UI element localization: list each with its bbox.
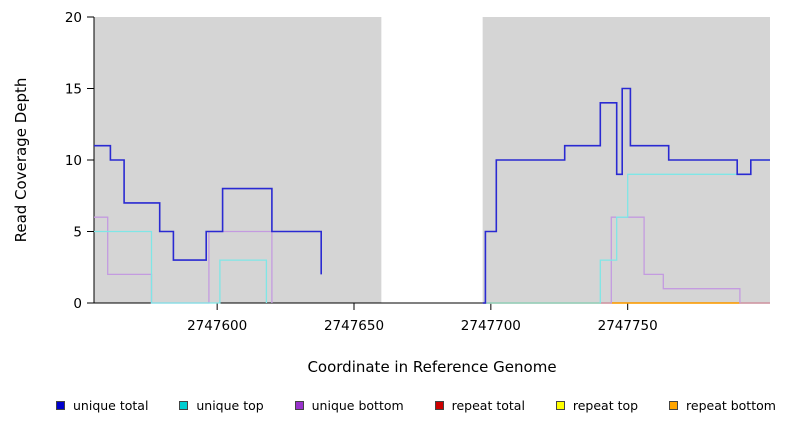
x-tick-label: 2747650 bbox=[324, 318, 384, 334]
legend-swatch-repeat-bottom bbox=[669, 401, 679, 410]
legend-item-unique-total: unique total bbox=[56, 398, 148, 413]
y-tick-label: 0 bbox=[73, 296, 82, 312]
y-tick-label: 15 bbox=[65, 82, 82, 98]
legend-swatch-repeat-total bbox=[434, 401, 444, 410]
legend-label: unique total bbox=[73, 398, 149, 413]
legend-swatch-unique-total bbox=[56, 401, 65, 410]
chart-canvas: 2747600 2747650 2747700 2747750 0 5 10 15 20 bbox=[65, 10, 770, 334]
y-axis-label: Read Coverage Depth bbox=[12, 77, 30, 243]
shaded-region bbox=[94, 17, 382, 303]
series-unique-total bbox=[94, 87, 770, 304]
x-tick-label: 2747700 bbox=[461, 318, 521, 334]
legend-item-repeat-top: repeat top bbox=[555, 398, 639, 413]
legend-label: repeat bottom bbox=[686, 398, 776, 413]
y-tick-label: 10 bbox=[65, 153, 82, 169]
legend-item-repeat-bottom: repeat bottom bbox=[669, 398, 776, 413]
legend-label: repeat total bbox=[451, 398, 525, 413]
legend-label: unique bottom bbox=[311, 398, 404, 413]
legend: unique total unique top unique bottom re… bbox=[0, 398, 792, 413]
legend-item-unique-top: unique top bbox=[179, 398, 264, 413]
legend-label: unique top bbox=[196, 398, 264, 413]
legend-item-unique-bottom: unique bottom bbox=[294, 398, 404, 413]
legend-swatch-unique-bottom bbox=[294, 401, 304, 410]
y-tick-label: 20 bbox=[65, 10, 82, 26]
x-tick-label: 2747600 bbox=[187, 318, 247, 334]
y-tick-label: 5 bbox=[73, 225, 82, 241]
x-tick-label: 2747750 bbox=[598, 318, 658, 334]
legend-swatch-unique-top bbox=[179, 401, 189, 410]
legend-item-repeat-total: repeat total bbox=[434, 398, 525, 413]
x-axis-label: Coordinate in Reference Genome bbox=[307, 358, 557, 376]
legend-label: repeat top bbox=[572, 398, 639, 413]
legend-swatch-repeat-top bbox=[555, 401, 565, 410]
